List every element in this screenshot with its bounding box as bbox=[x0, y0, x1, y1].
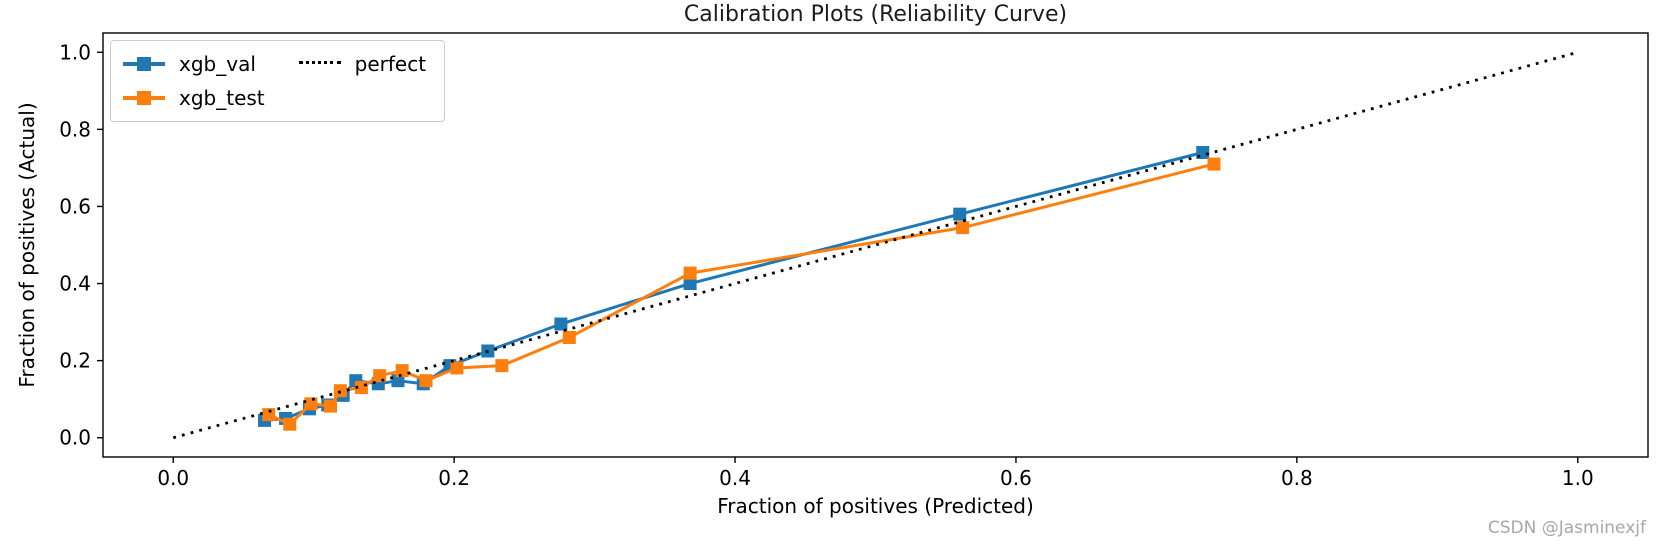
watermark: CSDN @Jasminexjf bbox=[1487, 518, 1646, 538]
x-tick-label: 1.0 bbox=[1562, 466, 1594, 490]
series-xgb_test-marker bbox=[562, 331, 576, 345]
chart-title: Calibration Plots (Reliability Curve) bbox=[683, 2, 1068, 27]
series-xgb_test-marker bbox=[262, 408, 276, 422]
y-axis-label: Fraction of positives (Actual) bbox=[15, 102, 39, 388]
legend-item-perfect: perfect bbox=[298, 47, 427, 81]
y-tick-label: 0.2 bbox=[59, 349, 91, 373]
legend-column-series: xgb_val xgb_test bbox=[123, 47, 265, 115]
legend-item-xgb-test: xgb_test bbox=[123, 81, 265, 115]
series-xgb_test-line bbox=[268, 162, 1215, 426]
legend-label-xgb-val: xgb_val bbox=[179, 52, 256, 76]
x-tick-label: 0.2 bbox=[438, 466, 470, 490]
xgb-test-marker-icon bbox=[123, 91, 165, 105]
y-tick-label: 0.6 bbox=[59, 194, 91, 218]
y-tick-label: 1.0 bbox=[59, 40, 91, 64]
x-tick-label: 0.6 bbox=[1000, 466, 1032, 490]
series-xgb_test-marker bbox=[395, 364, 409, 378]
series-xgb_val-marker bbox=[391, 374, 405, 388]
series-xgb_test-marker bbox=[450, 361, 464, 375]
xgb-val-marker-icon bbox=[123, 57, 165, 71]
legend-label-perfect: perfect bbox=[354, 52, 427, 76]
legend: xgb_val xgb_test perfect bbox=[110, 40, 446, 122]
perfect-line-icon bbox=[298, 57, 341, 71]
y-tick-label: 0.4 bbox=[59, 272, 91, 296]
series-xgb_test-marker bbox=[495, 359, 509, 373]
legend-column-reference: perfect bbox=[298, 47, 427, 81]
x-tick-label: 0.0 bbox=[157, 466, 189, 490]
series-xgb_test-marker bbox=[324, 399, 338, 413]
axes-frame bbox=[102, 32, 1649, 458]
series-xgb_test-marker bbox=[304, 397, 318, 411]
series-xgb_test-marker bbox=[283, 417, 297, 431]
y-tick-label: 0.8 bbox=[59, 117, 91, 141]
legend-label-xgb-test: xgb_test bbox=[179, 86, 265, 110]
series-xgb_test-marker bbox=[419, 374, 433, 388]
series-xgb_val-marker bbox=[683, 277, 697, 291]
series-xgb_test-marker bbox=[683, 266, 697, 280]
x-tick-label: 0.8 bbox=[1281, 466, 1313, 490]
x-axis-label: Fraction of positives (Predicted) bbox=[717, 494, 1034, 518]
series-xgb_val-marker bbox=[953, 207, 967, 221]
legend-item-xgb-val: xgb_val bbox=[123, 47, 265, 81]
series-xgb_test-marker bbox=[956, 221, 970, 235]
x-tick-label: 0.4 bbox=[719, 466, 751, 490]
series-xgb_test-marker bbox=[1207, 157, 1221, 171]
y-tick-label: 0.0 bbox=[59, 426, 91, 450]
series-xgb_val-marker bbox=[554, 317, 568, 331]
series-xgb_val-line bbox=[264, 151, 1204, 422]
